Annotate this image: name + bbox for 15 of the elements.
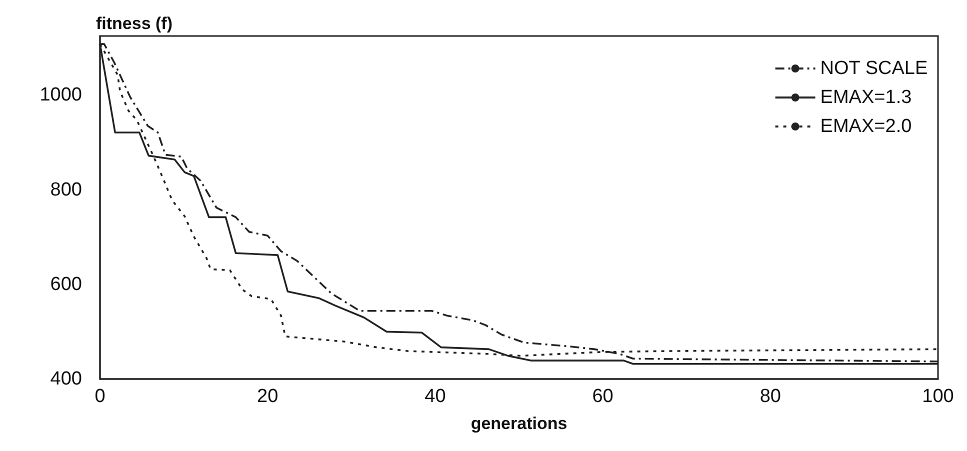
legend-label: NOT SCALE bbox=[820, 58, 928, 79]
x-tick-label: 40 bbox=[424, 386, 446, 407]
x-tick-label: 80 bbox=[760, 386, 781, 407]
x-tick-label: 0 bbox=[94, 386, 106, 407]
x-tick-label: 60 bbox=[592, 386, 614, 407]
legend-label: EMAX=1.3 bbox=[820, 87, 912, 108]
x-tick-label: 20 bbox=[257, 386, 278, 407]
y-tick-label: 600 bbox=[50, 274, 82, 295]
y-tick-label: 1000 bbox=[40, 84, 82, 106]
y-axis-title: fitness (f) bbox=[96, 14, 172, 33]
y-tick-label: 800 bbox=[50, 179, 82, 200]
x-tick-label: 100 bbox=[922, 386, 954, 407]
x-axis-title: generations bbox=[470, 414, 568, 433]
y-tick-label: 400 bbox=[50, 368, 82, 390]
legend-label: EMAX=2.0 bbox=[820, 116, 912, 137]
